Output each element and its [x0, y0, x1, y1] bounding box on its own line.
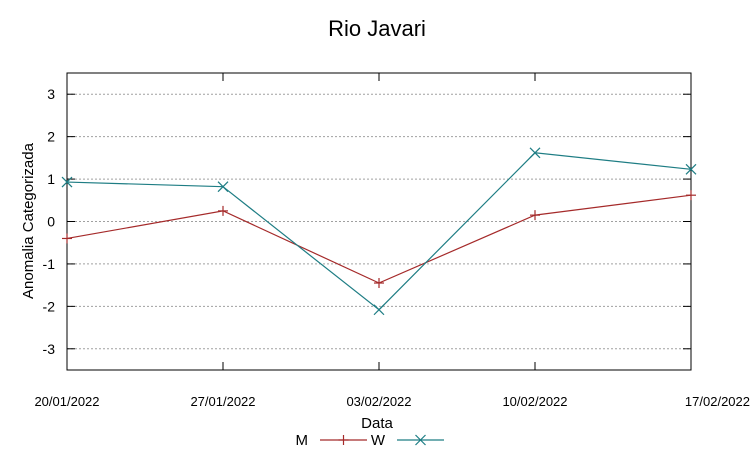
legend-marker-m: [338, 435, 349, 445]
data-point-w: [373, 304, 385, 316]
marker-stroke: [685, 163, 697, 175]
x-tick-label: 17/02/2022: [685, 394, 750, 409]
x-axis-ticks: 20/01/2022 27/01/2022 03/02/2022 10/02/2022…: [34, 73, 750, 409]
x-tick-label: 20/01/2022: [34, 394, 99, 409]
y-tick-label: -1: [43, 256, 56, 272]
y-axis-label: Anomalia Categorizada: [20, 142, 37, 299]
data-point-m: [62, 233, 72, 244]
marker-stroke: [415, 434, 426, 446]
y-tick-label: 3: [47, 86, 55, 102]
x-tick-label: 27/01/2022: [190, 394, 255, 409]
y-tick-label: 0: [47, 214, 55, 230]
y-tick-label: 1: [47, 171, 55, 187]
data-point-w: [529, 147, 541, 159]
x-tick-label: 10/02/2022: [502, 394, 567, 409]
data-point-m: [218, 205, 228, 216]
chart-title: Rio Javari: [328, 16, 426, 41]
x-tick-label: 03/02/2022: [346, 394, 411, 409]
data-point-m: [374, 278, 384, 289]
data-point-m: [530, 210, 540, 221]
marker-stroke: [529, 147, 541, 159]
y-tick-label: -3: [43, 341, 56, 357]
data-point-m: [686, 190, 696, 201]
gridlines: [67, 93, 691, 350]
x-axis-label: Data: [361, 415, 393, 432]
marker-stroke: [61, 176, 73, 188]
legend-marker-w: [415, 434, 426, 446]
y-tick-label: 2: [47, 129, 55, 145]
marker-stroke: [217, 181, 229, 193]
y-tick-label: -2: [43, 298, 56, 314]
marker-stroke: [373, 304, 385, 316]
series-lines: [61, 147, 697, 316]
legend-label-w: W: [371, 432, 386, 449]
y-axis-ticks: 3 2 1 0 -1 -2 -3: [43, 86, 691, 357]
data-point-w: [61, 176, 73, 188]
legend-label-m: M: [296, 432, 309, 449]
data-point-w: [685, 163, 697, 175]
series-line-m: [66, 194, 692, 284]
data-point-w: [217, 181, 229, 193]
